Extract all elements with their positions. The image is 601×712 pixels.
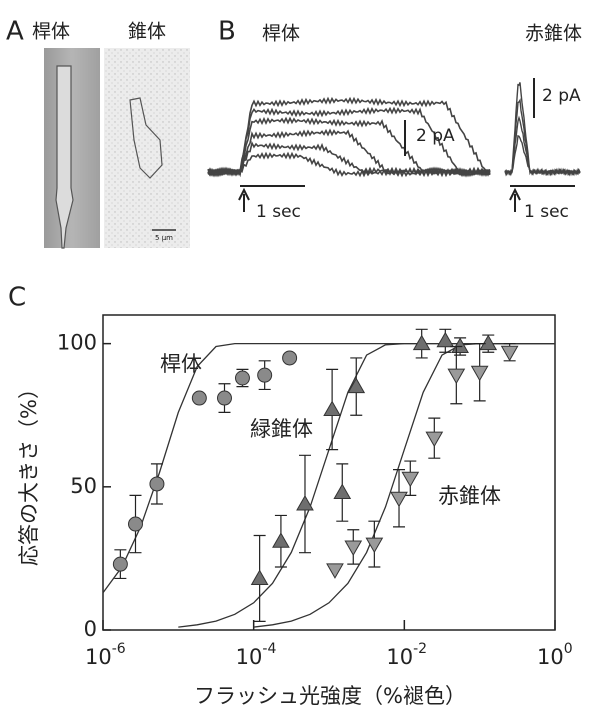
rod-title: 桿体 (262, 23, 300, 45)
data-point (451, 337, 469, 353)
y-tick-label: 50 (70, 474, 97, 498)
stimulus-arrow (509, 187, 521, 212)
tick-exponent: -6 (112, 641, 126, 657)
data-point (112, 556, 128, 572)
scale-label: 5 µm (155, 234, 173, 242)
cone-title: 赤錐体 (525, 23, 582, 45)
data-point (425, 431, 444, 448)
panel-label: A (6, 17, 24, 47)
data-point (479, 334, 498, 351)
data-point (401, 471, 420, 488)
fit-curve (102, 342, 555, 594)
scale-label: 1 sec (256, 202, 301, 222)
y-tick-label: 0 (84, 617, 97, 641)
cone-image (104, 48, 190, 248)
plot-frame (102, 314, 556, 631)
rod-trace (207, 96, 491, 177)
y-axis-label: 応答の大きさ（%） (17, 378, 41, 566)
x-tick-label: 100 (537, 641, 573, 669)
data-point (250, 569, 269, 585)
series-annotation: 緑錐体 (250, 417, 313, 441)
data-point (470, 365, 489, 382)
data-point (149, 476, 165, 492)
data-point (323, 400, 341, 416)
traces (207, 82, 581, 178)
y-tick-label: 100 (57, 331, 97, 355)
panel-label: B (218, 17, 236, 47)
data-point (257, 367, 273, 383)
cone-title: 錐体 (128, 21, 166, 43)
data-point (296, 494, 314, 511)
rod-trace (207, 106, 491, 178)
data-point (127, 516, 143, 532)
rod-cell (55, 65, 74, 249)
fit-curve (178, 342, 555, 628)
rod-image (44, 48, 100, 248)
tick-base: 10 (85, 645, 112, 669)
data-point (500, 345, 519, 362)
data-point (436, 331, 455, 348)
cone-trace (504, 134, 581, 177)
data-point (191, 390, 207, 406)
data-point (412, 334, 431, 351)
tick-exponent: -2 (413, 641, 427, 657)
data-point (326, 563, 344, 579)
x-axis-label: フラッシュ光強度（%褪色） (194, 684, 466, 708)
data-point (216, 390, 232, 406)
rod-trace (207, 151, 491, 178)
fit-curve (253, 342, 555, 628)
data-point (234, 370, 250, 386)
cone-cell (129, 97, 163, 179)
panel-label: C (8, 283, 26, 313)
rod-title: 桿体 (32, 21, 70, 43)
data-point (282, 350, 298, 366)
scale-label: 1 sec (524, 202, 569, 222)
scale-label: 2 pA (416, 126, 455, 146)
x-tick-label: 10-2 (386, 641, 427, 669)
x-tick-label: 10-6 (85, 641, 126, 669)
data-point (333, 483, 352, 500)
data-point (344, 540, 363, 556)
series-annotation: 赤錐体 (438, 484, 501, 508)
tick-base: 10 (537, 645, 564, 669)
rod-trace (207, 140, 491, 178)
data-point (272, 532, 290, 548)
tick-base: 10 (386, 645, 413, 669)
series-annotation: 桿体 (160, 352, 202, 376)
tick-exponent: 0 (564, 641, 573, 657)
data-point (347, 377, 366, 394)
data-point (365, 537, 384, 554)
stimulus-arrow (238, 187, 250, 212)
tick-base: 10 (236, 645, 263, 669)
data-point (390, 491, 408, 508)
x-tick-label: 10-4 (236, 641, 277, 669)
data-point (447, 368, 466, 385)
tick-exponent: -4 (262, 641, 276, 657)
scale-label: 2 pA (542, 86, 581, 106)
